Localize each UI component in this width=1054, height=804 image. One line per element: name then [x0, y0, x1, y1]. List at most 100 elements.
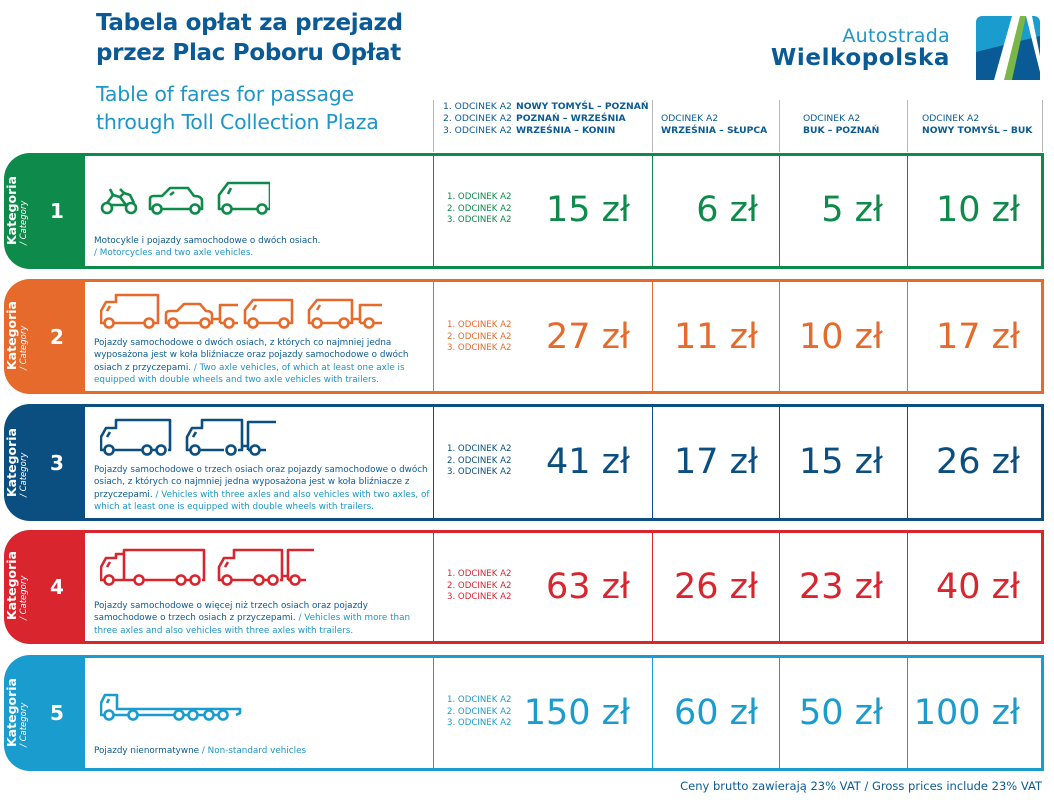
category-2-icons [100, 293, 382, 329]
category-tab: Kategoria / Category 4 [4, 530, 86, 644]
section-route: NOWY TOMYŚL – POZNAŃ [516, 101, 649, 112]
section-route: POZNAŃ – WRZEŚNIA [516, 113, 626, 124]
category-label: Kategoria / Category [4, 678, 29, 747]
cell-divider [433, 533, 434, 641]
price-main: 15 zł [546, 190, 630, 230]
category-description: Motocykle i pojazdy samochodowe o dwóch … [94, 235, 434, 260]
column-header-buk-poznan: ODCINEK A2 BUK – POZNAŃ [803, 113, 879, 137]
section-label: 1. ODCINEK A2 [447, 569, 512, 579]
logo-text-wielkopolska: Wielkopolska [770, 45, 950, 71]
price-wrzesnia-slupca: 26 zł [674, 567, 758, 607]
cell-divider [779, 156, 780, 266]
category-label-pl: Kategoria [4, 551, 19, 620]
price-buk-poznan: 10 zł [799, 317, 883, 357]
category-tab: Kategoria / Category 1 [4, 153, 86, 269]
category-box [82, 404, 1044, 521]
description-pl: Pojazdy samochodowe o dwóch osiach, z kt… [94, 338, 409, 373]
section-label: 2. ODCINEK A2 [447, 580, 512, 591]
section-labels: 1. ODCINEK A2 2. ODCINEK A2 3. ODCINEK A… [447, 192, 511, 227]
category-number: 5 [50, 701, 64, 725]
price-nowy-tomysl-buk: 10 zł [936, 190, 1020, 230]
description-pl: Pojazdy samochodowe o więcej niż trzech … [94, 601, 368, 624]
cell-divider [652, 156, 653, 266]
category-label: Kategoria / Category [4, 551, 29, 620]
description-en: / Vehicles with more than three axles an… [94, 613, 411, 636]
price-wrzesnia-slupca: 60 zł [674, 693, 758, 733]
price-main: 150 zł [523, 693, 630, 733]
price-nowy-tomysl-buk: 100 zł [913, 693, 1020, 733]
column-route: WRZEŚNIA – SŁUPCA [661, 125, 768, 136]
description-en: / Motorcycles and two axle vehicles. [94, 248, 254, 259]
category-label: Kategoria / Category [4, 301, 29, 370]
cell-divider [907, 156, 908, 266]
category-number: 3 [50, 450, 64, 475]
category-description: Pojazdy nienormatywne / Non-standard veh… [94, 745, 434, 757]
section-label: 1. ODCINEK A2 [443, 101, 512, 112]
category-label-en: / Category [19, 325, 29, 370]
price-wrzesnia-slupca: 6 zł [696, 190, 758, 230]
section-route: WRZEŚNIA – KONIN [516, 125, 616, 136]
truck-three-axle-icon [100, 418, 172, 456]
section-labels: 1. ODCINEK A2 2. ODCINEK A2 3. ODCINEK A… [447, 569, 511, 604]
category-row-2: Kategoria / Category 2 Poj [4, 279, 1044, 394]
price-nowy-tomysl-buk: 40 zł [936, 567, 1020, 607]
section-label: 1. ODCINEK A2 [447, 444, 512, 454]
cell-divider [652, 533, 653, 641]
truck-with-trailer-icon [185, 418, 276, 456]
van-icon [243, 298, 294, 329]
category-number: 4 [50, 575, 64, 599]
column-label: ODCINEK A2 [803, 113, 861, 124]
van-icon [217, 181, 270, 215]
category-row-5: Kategoria / Category 5 Pojazdy nienormat… [4, 655, 1044, 771]
category-description: Pojazdy samochodowe o trzech osiach oraz… [94, 464, 434, 513]
section-label: 3. ODCINEK A2 [447, 718, 512, 728]
price-main: 63 zł [546, 567, 630, 607]
category-label-en: / Category [19, 452, 29, 497]
section-label: 1. ODCINEK A2 [447, 192, 512, 202]
truck-with-trailer-multi-axle-icon [217, 548, 314, 586]
truck-two-axle-icon [100, 293, 160, 329]
column-header-nowy-tomysl-buk: ODCINEK A2 NOWY TOMYŚL – BUK [922, 113, 1032, 137]
category-row-1: Kategoria / Category 1 Motocykle i pojaz… [4, 153, 1044, 269]
price-buk-poznan: 23 zł [799, 567, 883, 607]
car-with-trailer-icon [164, 302, 238, 329]
category-box [82, 279, 1044, 394]
category-1-icons [100, 181, 270, 215]
section-label: 3. ODCINEK A2 [447, 215, 512, 225]
category-number: 1 [50, 199, 64, 223]
van-with-trailer-icon [307, 298, 382, 329]
category-tab: Kategoria / Category 2 [4, 279, 86, 394]
price-main: 41 zł [546, 442, 630, 482]
price-buk-poznan: 15 zł [799, 442, 883, 482]
section-label: 2. ODCINEK A2 [447, 203, 512, 214]
title-en-line2: through Toll Collection Plaza [96, 110, 379, 134]
description-pl: Motocykle i pojazdy samochodowe o dwóch … [94, 236, 321, 246]
vat-note: Ceny brutto zawierają 23% VAT / Gross pr… [680, 779, 1042, 793]
articulated-truck-icon [100, 548, 206, 586]
cell-divider [433, 407, 434, 518]
page-subtitle: Table of fares for passage through Toll … [96, 80, 379, 136]
category-label-pl: Kategoria [4, 428, 19, 497]
cell-divider [433, 658, 434, 768]
price-buk-poznan: 50 zł [799, 693, 883, 733]
column-divider [907, 100, 908, 152]
title-en-line1: Table of fares for passage [96, 82, 354, 106]
cell-divider [907, 407, 908, 518]
section-label: 1. ODCINEK A2 [447, 320, 512, 330]
cell-divider [652, 658, 653, 768]
description-en: / Two axle vehicles, of which at least o… [94, 362, 405, 385]
description-pl: Pojazdy nienormatywne [94, 746, 200, 756]
cell-divider [652, 282, 653, 391]
section-label: 3. ODCINEK A2 [447, 343, 512, 353]
cell-divider [779, 533, 780, 641]
column-divider [779, 100, 780, 152]
category-3-icons [100, 418, 276, 456]
price-buk-poznan: 5 zł [821, 190, 883, 230]
category-4-icons [100, 548, 314, 586]
category-number: 2 [50, 324, 64, 349]
price-wrzesnia-slupca: 11 zł [674, 317, 758, 357]
logo: Autostrada Wielkopolska [770, 16, 1042, 82]
column-route: BUK – POZNAŃ [803, 125, 880, 136]
description-en: / Vehicles with three axles and also veh… [94, 489, 430, 512]
category-label-en: / Category [19, 200, 29, 245]
